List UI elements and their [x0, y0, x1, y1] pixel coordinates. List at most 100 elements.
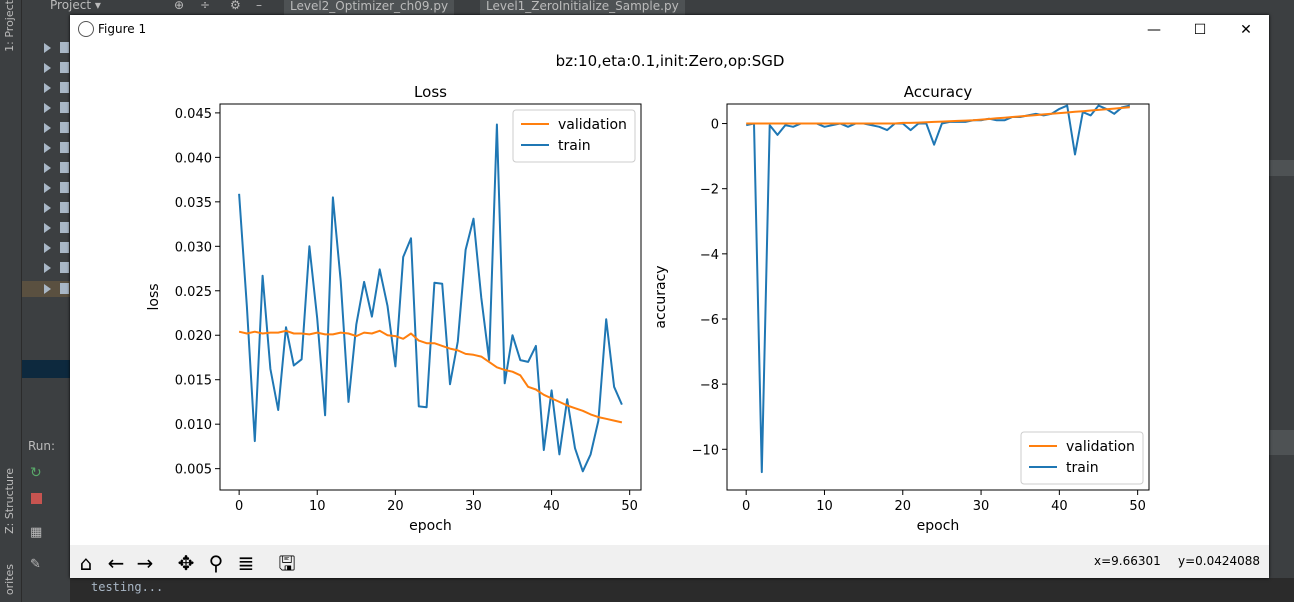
tree-expand-icon[interactable]: [44, 203, 51, 213]
y-tick-label: 0.040: [175, 151, 212, 166]
structure-tool-label[interactable]: Z: Structure: [3, 468, 16, 534]
y-tick-label: 0.005: [175, 463, 212, 478]
y-tick-label: 0.020: [175, 329, 212, 344]
x-tick-label: 10: [816, 499, 833, 514]
folder-icon: [60, 283, 69, 294]
figure-canvas[interactable]: bz:10,eta:0.1,init:Zero,op:SGD Loss epoch…: [70, 45, 1269, 545]
project-dropdown[interactable]: Project ▾: [50, 0, 101, 12]
left-tool-strip: 1: Project Z: Structure orites: [0, 0, 22, 602]
tree-expand-icon[interactable]: [44, 63, 51, 73]
maximize-button[interactable]: ☐: [1193, 22, 1207, 38]
y-tick-label: 0.030: [175, 240, 212, 255]
hide-icon[interactable]: –: [256, 0, 262, 12]
x-tick-label: 0: [742, 499, 750, 514]
folder-icon: [60, 202, 69, 213]
gutter-marker: [1269, 430, 1294, 455]
figure-suptitle: bz:10,eta:0.1,init:Zero,op:SGD: [556, 52, 785, 70]
y-tick-label: 0.045: [175, 107, 212, 122]
axes-title: Accuracy: [904, 83, 973, 101]
x-tick-label: 40: [543, 499, 560, 514]
folder-icon: [60, 42, 69, 53]
favorites-tool-label[interactable]: orites: [3, 564, 16, 596]
cursor-x-readout: x=9.66301: [1094, 554, 1161, 568]
y-tick-label: 0.025: [175, 285, 212, 300]
tree-expand-icon[interactable]: [44, 43, 51, 53]
loss-axes: Loss epoch loss 0 10 20 30 40 50 0.005 0.010 0.015 0…: [146, 83, 642, 534]
collapse-icon[interactable]: ÷: [200, 0, 211, 12]
locate-icon[interactable]: ⊕: [174, 0, 185, 12]
y-tick-label: −4: [700, 248, 719, 263]
folder-icon: [60, 222, 69, 233]
tree-row-selected: [22, 360, 70, 378]
legend-label: validation: [1066, 439, 1135, 455]
tree-expand-icon[interactable]: [44, 103, 51, 113]
folder-icon: [60, 262, 69, 273]
y-axis-label: loss: [146, 283, 162, 310]
layout-icon[interactable]: ▦: [30, 525, 43, 540]
stop-icon[interactable]: [31, 493, 42, 504]
axes-frame: [726, 103, 1150, 491]
x-tick-label: 40: [1051, 499, 1068, 514]
tree-expand-icon[interactable]: [44, 243, 51, 253]
navigation-toolbar: ⌂ ← → ✥ ⚲ ≣ 🖫 x=9.66301 y=0.0424088: [70, 545, 1269, 578]
folder-icon: [60, 82, 69, 93]
project-tree[interactable]: [22, 15, 70, 435]
x-tick-label: 10: [309, 499, 326, 514]
x-tick-label: 20: [387, 499, 404, 514]
run-label: Run:: [28, 439, 56, 453]
run-panel: Run: ↻ ▦ ✎: [22, 435, 70, 602]
y-tick-label: −8: [700, 378, 719, 393]
tab-level1-zeroinitialize[interactable]: Level1_ZeroInitialize_Sample.py: [480, 0, 685, 15]
axes-frame: [219, 103, 642, 491]
x-tick-label: 50: [621, 499, 638, 514]
tree-expand-icon[interactable]: [44, 123, 51, 133]
tree-expand-icon[interactable]: [44, 263, 51, 273]
folder-icon: [60, 122, 69, 133]
figure-svg: bz:10,eta:0.1,init:Zero,op:SGD Loss epoch…: [146, 52, 1150, 534]
tree-expand-icon[interactable]: [44, 83, 51, 93]
x-tick-label: 0: [235, 499, 243, 514]
y-tick-label: 0.015: [175, 374, 212, 389]
rerun-icon[interactable]: ↻: [30, 465, 42, 481]
tree-expand-icon[interactable]: [44, 284, 51, 294]
tab-level2-optimizer[interactable]: Level2_Optimizer_ch09.py: [284, 0, 455, 15]
folder-icon: [60, 142, 69, 153]
back-arrow-icon[interactable]: ←: [107, 551, 125, 575]
folder-icon: [60, 182, 69, 193]
x-axis-label: epoch: [917, 518, 960, 534]
configure-subplots-icon[interactable]: ≣: [237, 551, 255, 575]
save-icon[interactable]: 🖫: [278, 551, 296, 575]
y-tick-label: 0.035: [175, 196, 212, 211]
folder-icon: [60, 162, 69, 173]
cursor-y-readout: y=0.0424088: [1178, 554, 1261, 568]
gutter-marker: [1269, 160, 1294, 176]
ide-top-bar: Project ▾ ⊕ ÷ ⚙ – Level2_Optimizer_ch09.…: [22, 0, 1294, 15]
forward-arrow-icon[interactable]: →: [136, 551, 154, 575]
y-axis-label: accuracy: [653, 265, 669, 328]
y-tick-label: −6: [700, 313, 719, 328]
y-tick-label: −2: [700, 183, 719, 198]
tree-expand-icon[interactable]: [44, 143, 51, 153]
right-gutter: [1269, 15, 1294, 578]
folder-icon: [60, 102, 69, 113]
close-button[interactable]: ✕: [1240, 22, 1252, 38]
project-tool-label[interactable]: 1: Project: [3, 0, 16, 52]
validation-series-line: [238, 329, 623, 424]
folder-icon: [60, 62, 69, 73]
tree-expand-icon[interactable]: [44, 183, 51, 193]
minimize-button[interactable]: —: [1147, 22, 1161, 38]
validation-series-line: [746, 106, 1130, 125]
x-tick-label: 30: [465, 499, 482, 514]
legend-label: train: [1066, 460, 1099, 476]
window-title: Figure 1: [98, 22, 147, 36]
tree-expand-icon[interactable]: [44, 163, 51, 173]
zoom-icon[interactable]: ⚲: [208, 551, 224, 575]
legend-label: validation: [558, 117, 627, 133]
window-titlebar[interactable]: Figure 1 — ☐ ✕: [70, 15, 1269, 45]
home-icon[interactable]: ⌂: [79, 551, 93, 575]
tree-expand-icon[interactable]: [44, 223, 51, 233]
gear-icon[interactable]: ⚙: [230, 0, 241, 12]
pin-icon[interactable]: ✎: [30, 557, 41, 572]
x-axis-label: epoch: [409, 518, 452, 534]
pan-icon[interactable]: ✥: [177, 551, 195, 575]
